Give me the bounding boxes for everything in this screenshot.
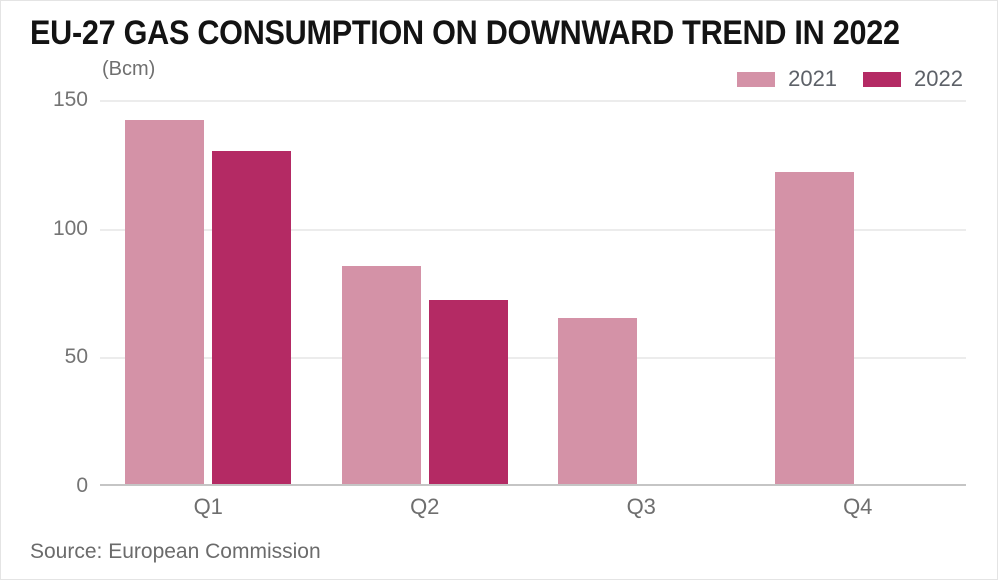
x-tick-label-q1: Q1: [193, 494, 223, 519]
x-tick-label-q4: Q4: [843, 494, 873, 519]
bar-group-q1: [100, 100, 317, 484]
plot-area: [100, 100, 966, 486]
x-axis-labels: Q1 Q2 Q3 Q4: [100, 494, 966, 520]
x-tick-label-q2: Q2: [410, 494, 440, 519]
bar-2021-q3: [558, 317, 638, 484]
gridline-100: [100, 228, 966, 231]
bars-container: [100, 100, 966, 484]
x-tick-label-q3: Q3: [626, 494, 656, 519]
x-axis-line: [100, 484, 966, 486]
y-tick-label-100: 100: [52, 216, 88, 240]
bar-group-q2: [317, 100, 534, 484]
gridline-50: [100, 357, 966, 360]
y-axis-unit-label: (Bcm): [102, 58, 156, 80]
y-tick-label-150: 150: [52, 88, 88, 111]
legend-label-2022: 2022: [914, 66, 963, 91]
y-tick-label-0: 0: [76, 474, 88, 497]
gridline-150: [100, 100, 966, 102]
legend-swatch-2021-icon: [737, 71, 776, 87]
bar-group-q4: [750, 100, 967, 484]
legend-label-2021: 2021: [788, 66, 838, 91]
bar-2021-q2: [341, 266, 421, 484]
legend-swatch-2022-icon: [863, 71, 902, 87]
legend-item-2021: 2021: [737, 66, 837, 92]
bar-2022-q1: [212, 151, 292, 484]
legend-item-2022: 2022: [863, 66, 963, 92]
source-note: Source: European Commission: [30, 540, 321, 563]
bar-2021-q4: [774, 171, 854, 484]
legend: 2021 2022: [737, 66, 963, 92]
bar-2021-q1: [125, 120, 205, 484]
chart-title: EU-27 GAS CONSUMPTION ON DOWNWARD TREND …: [30, 14, 900, 52]
y-tick-label-50: 50: [64, 345, 88, 369]
y-axis-tick-labels: 0 50 100 150: [30, 89, 88, 497]
bar-2022-q2: [428, 299, 508, 484]
bar-group-q3: [533, 100, 750, 484]
